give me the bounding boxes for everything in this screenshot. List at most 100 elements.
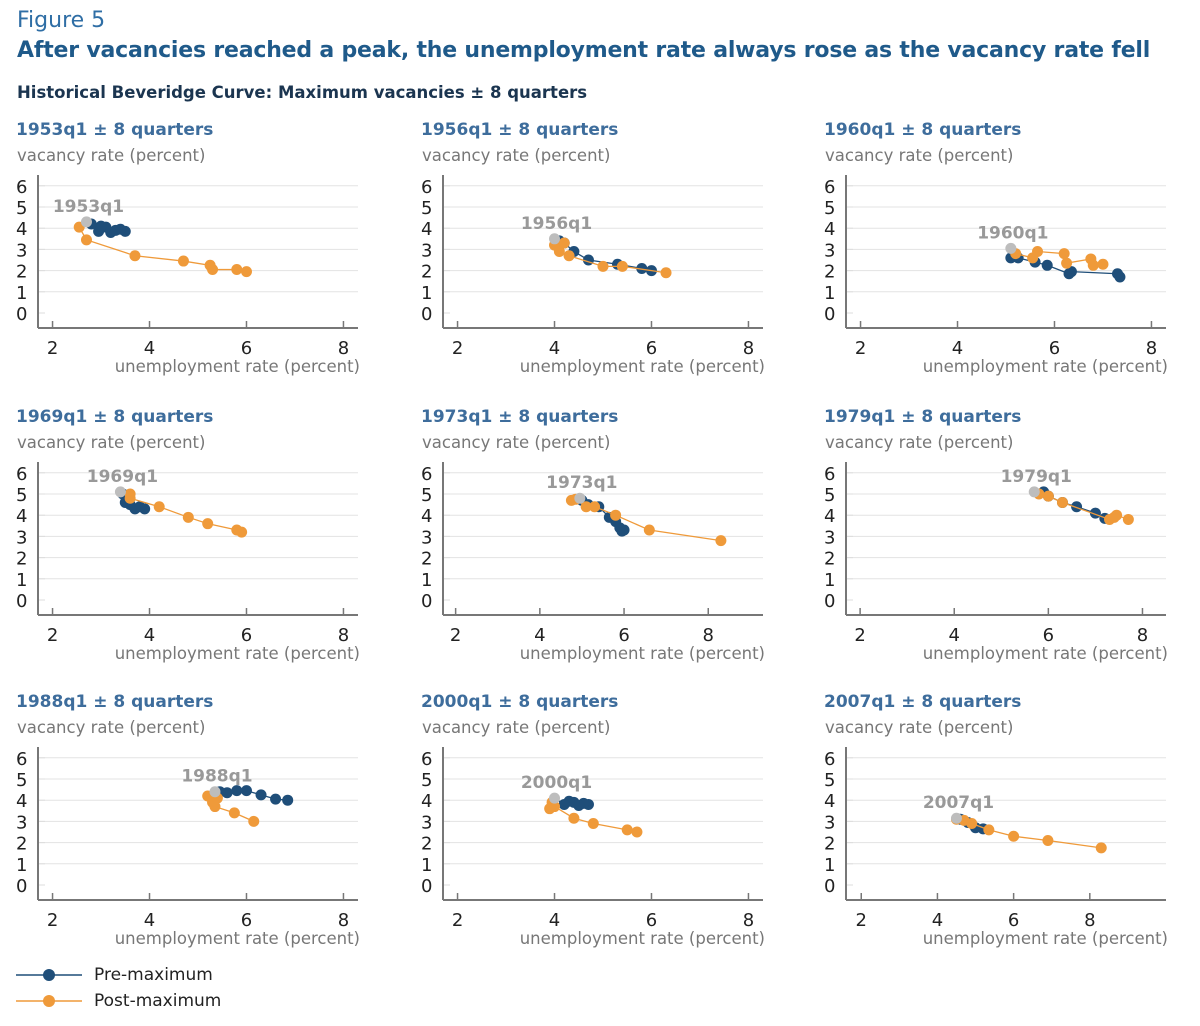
- post-maximum-point: [966, 818, 978, 830]
- post-maximum-point: [553, 246, 565, 258]
- panel-title: 2007q1 ± 8 quarters: [824, 692, 1022, 712]
- panel-title: 1969q1 ± 8 quarters: [16, 407, 214, 427]
- y-tick-label: 3: [16, 527, 27, 548]
- post-maximum-point: [568, 812, 580, 824]
- x-axis-label: unemployment rate (percent): [115, 644, 360, 663]
- x-tick-label: 8: [338, 910, 349, 931]
- y-tick-label: 2: [16, 262, 27, 283]
- x-axis-label: unemployment rate (percent): [115, 357, 360, 376]
- headline: After vacancies reached a peak, the unem…: [17, 38, 1151, 63]
- y-tick-label: 5: [421, 198, 432, 219]
- y-tick-label: 1: [16, 855, 27, 876]
- y-tick-label: 6: [16, 749, 27, 770]
- y-tick-label: 4: [824, 506, 835, 527]
- y-tick-label: 6: [16, 464, 27, 485]
- post-maximum-point: [228, 807, 240, 819]
- y-axis-label: vacancy rate (percent): [17, 433, 206, 452]
- panel-title: 1953q1 ± 8 quarters: [16, 120, 214, 140]
- post-maximum-point: [558, 237, 570, 249]
- post-maximum-point: [182, 511, 194, 523]
- y-tick-label: 5: [16, 485, 27, 506]
- y-axis-label: vacancy rate (percent): [422, 146, 611, 165]
- x-tick-label: 8: [338, 338, 349, 359]
- y-axis-label: vacancy rate (percent): [17, 718, 206, 737]
- beveridge-panel: 1988q1 ± 8 quarters vacancy rate (percent…: [0, 690, 395, 960]
- post-maximum-point: [643, 524, 655, 536]
- x-tick-label: 4: [949, 625, 960, 646]
- post-maximum-point: [1061, 257, 1073, 269]
- y-tick-label: 1: [824, 570, 835, 591]
- post-maximum-point: [616, 260, 628, 272]
- y-tick-label: 0: [421, 304, 432, 325]
- x-tick-label: 2: [452, 338, 463, 359]
- figure-label: Figure 5: [17, 8, 106, 33]
- y-tick-label: 4: [421, 791, 432, 812]
- y-tick-label: 1: [421, 855, 432, 876]
- x-tick-label: 4: [144, 625, 155, 646]
- x-tick-label: 2: [856, 910, 867, 931]
- x-tick-label: 6: [618, 625, 629, 646]
- post-maximum-point: [715, 535, 727, 547]
- x-tick-label: 2: [450, 625, 461, 646]
- post-maximum-point: [236, 526, 248, 538]
- panel-title: 1979q1 ± 8 quarters: [824, 407, 1022, 427]
- post-maximum-point: [1058, 248, 1070, 260]
- panel-title: 1988q1 ± 8 quarters: [16, 692, 214, 712]
- y-tick-label: 0: [421, 876, 432, 897]
- x-tick-label: 8: [1137, 625, 1148, 646]
- x-tick-label: 6: [241, 625, 252, 646]
- y-tick-label: 0: [824, 876, 835, 897]
- pre-maximum-point: [255, 789, 267, 801]
- y-tick-label: 6: [824, 464, 835, 485]
- post-maximum-point: [587, 818, 599, 830]
- panel-title: 1960q1 ± 8 quarters: [824, 120, 1022, 140]
- post-maximum-point: [177, 255, 189, 267]
- y-tick-label: 6: [16, 177, 27, 198]
- post-maximum-point: [610, 509, 622, 521]
- y-tick-label: 2: [824, 549, 835, 570]
- x-tick-label: 6: [241, 910, 252, 931]
- panel-title: 2000q1 ± 8 quarters: [421, 692, 619, 712]
- y-tick-label: 1: [421, 570, 432, 591]
- x-tick-label: 4: [144, 910, 155, 931]
- beveridge-panel: 1960q1 ± 8 quarters vacancy rate (percent…: [808, 118, 1200, 388]
- x-axis-label: unemployment rate (percent): [923, 929, 1168, 948]
- pre-maximum-point: [95, 220, 107, 232]
- beveridge-panel: 2007q1 ± 8 quarters vacancy rate (percent…: [808, 690, 1200, 960]
- legend-swatch-pre: [16, 969, 82, 981]
- y-tick-label: 2: [421, 549, 432, 570]
- x-tick-label: 4: [549, 338, 560, 359]
- y-tick-label: 4: [16, 219, 27, 240]
- post-maximum-point: [660, 267, 672, 279]
- post-maximum-point: [1042, 490, 1054, 502]
- y-tick-label: 4: [421, 506, 432, 527]
- y-tick-label: 0: [16, 876, 27, 897]
- y-tick-label: 5: [16, 770, 27, 791]
- x-tick-label: 6: [1043, 625, 1054, 646]
- x-tick-label: 8: [703, 625, 714, 646]
- y-tick-label: 0: [421, 591, 432, 612]
- x-tick-label: 6: [241, 338, 252, 359]
- y-tick-label: 0: [16, 304, 27, 325]
- y-tick-label: 1: [16, 283, 27, 304]
- y-tick-label: 3: [421, 527, 432, 548]
- peak-point: [80, 216, 92, 228]
- y-tick-label: 5: [824, 198, 835, 219]
- post-maximum-point: [1122, 513, 1134, 525]
- y-axis-label: vacancy rate (percent): [422, 718, 611, 737]
- x-tick-label: 8: [1084, 910, 1095, 931]
- x-tick-label: 6: [646, 910, 657, 931]
- peak-point: [114, 486, 126, 498]
- post-maximum-point: [248, 815, 260, 827]
- post-maximum-line: [955, 818, 1102, 849]
- y-tick-label: 4: [16, 506, 27, 527]
- x-tick-label: 6: [1008, 910, 1019, 931]
- legend-label: Pre-maximum: [94, 965, 213, 985]
- post-maximum-point: [124, 492, 136, 504]
